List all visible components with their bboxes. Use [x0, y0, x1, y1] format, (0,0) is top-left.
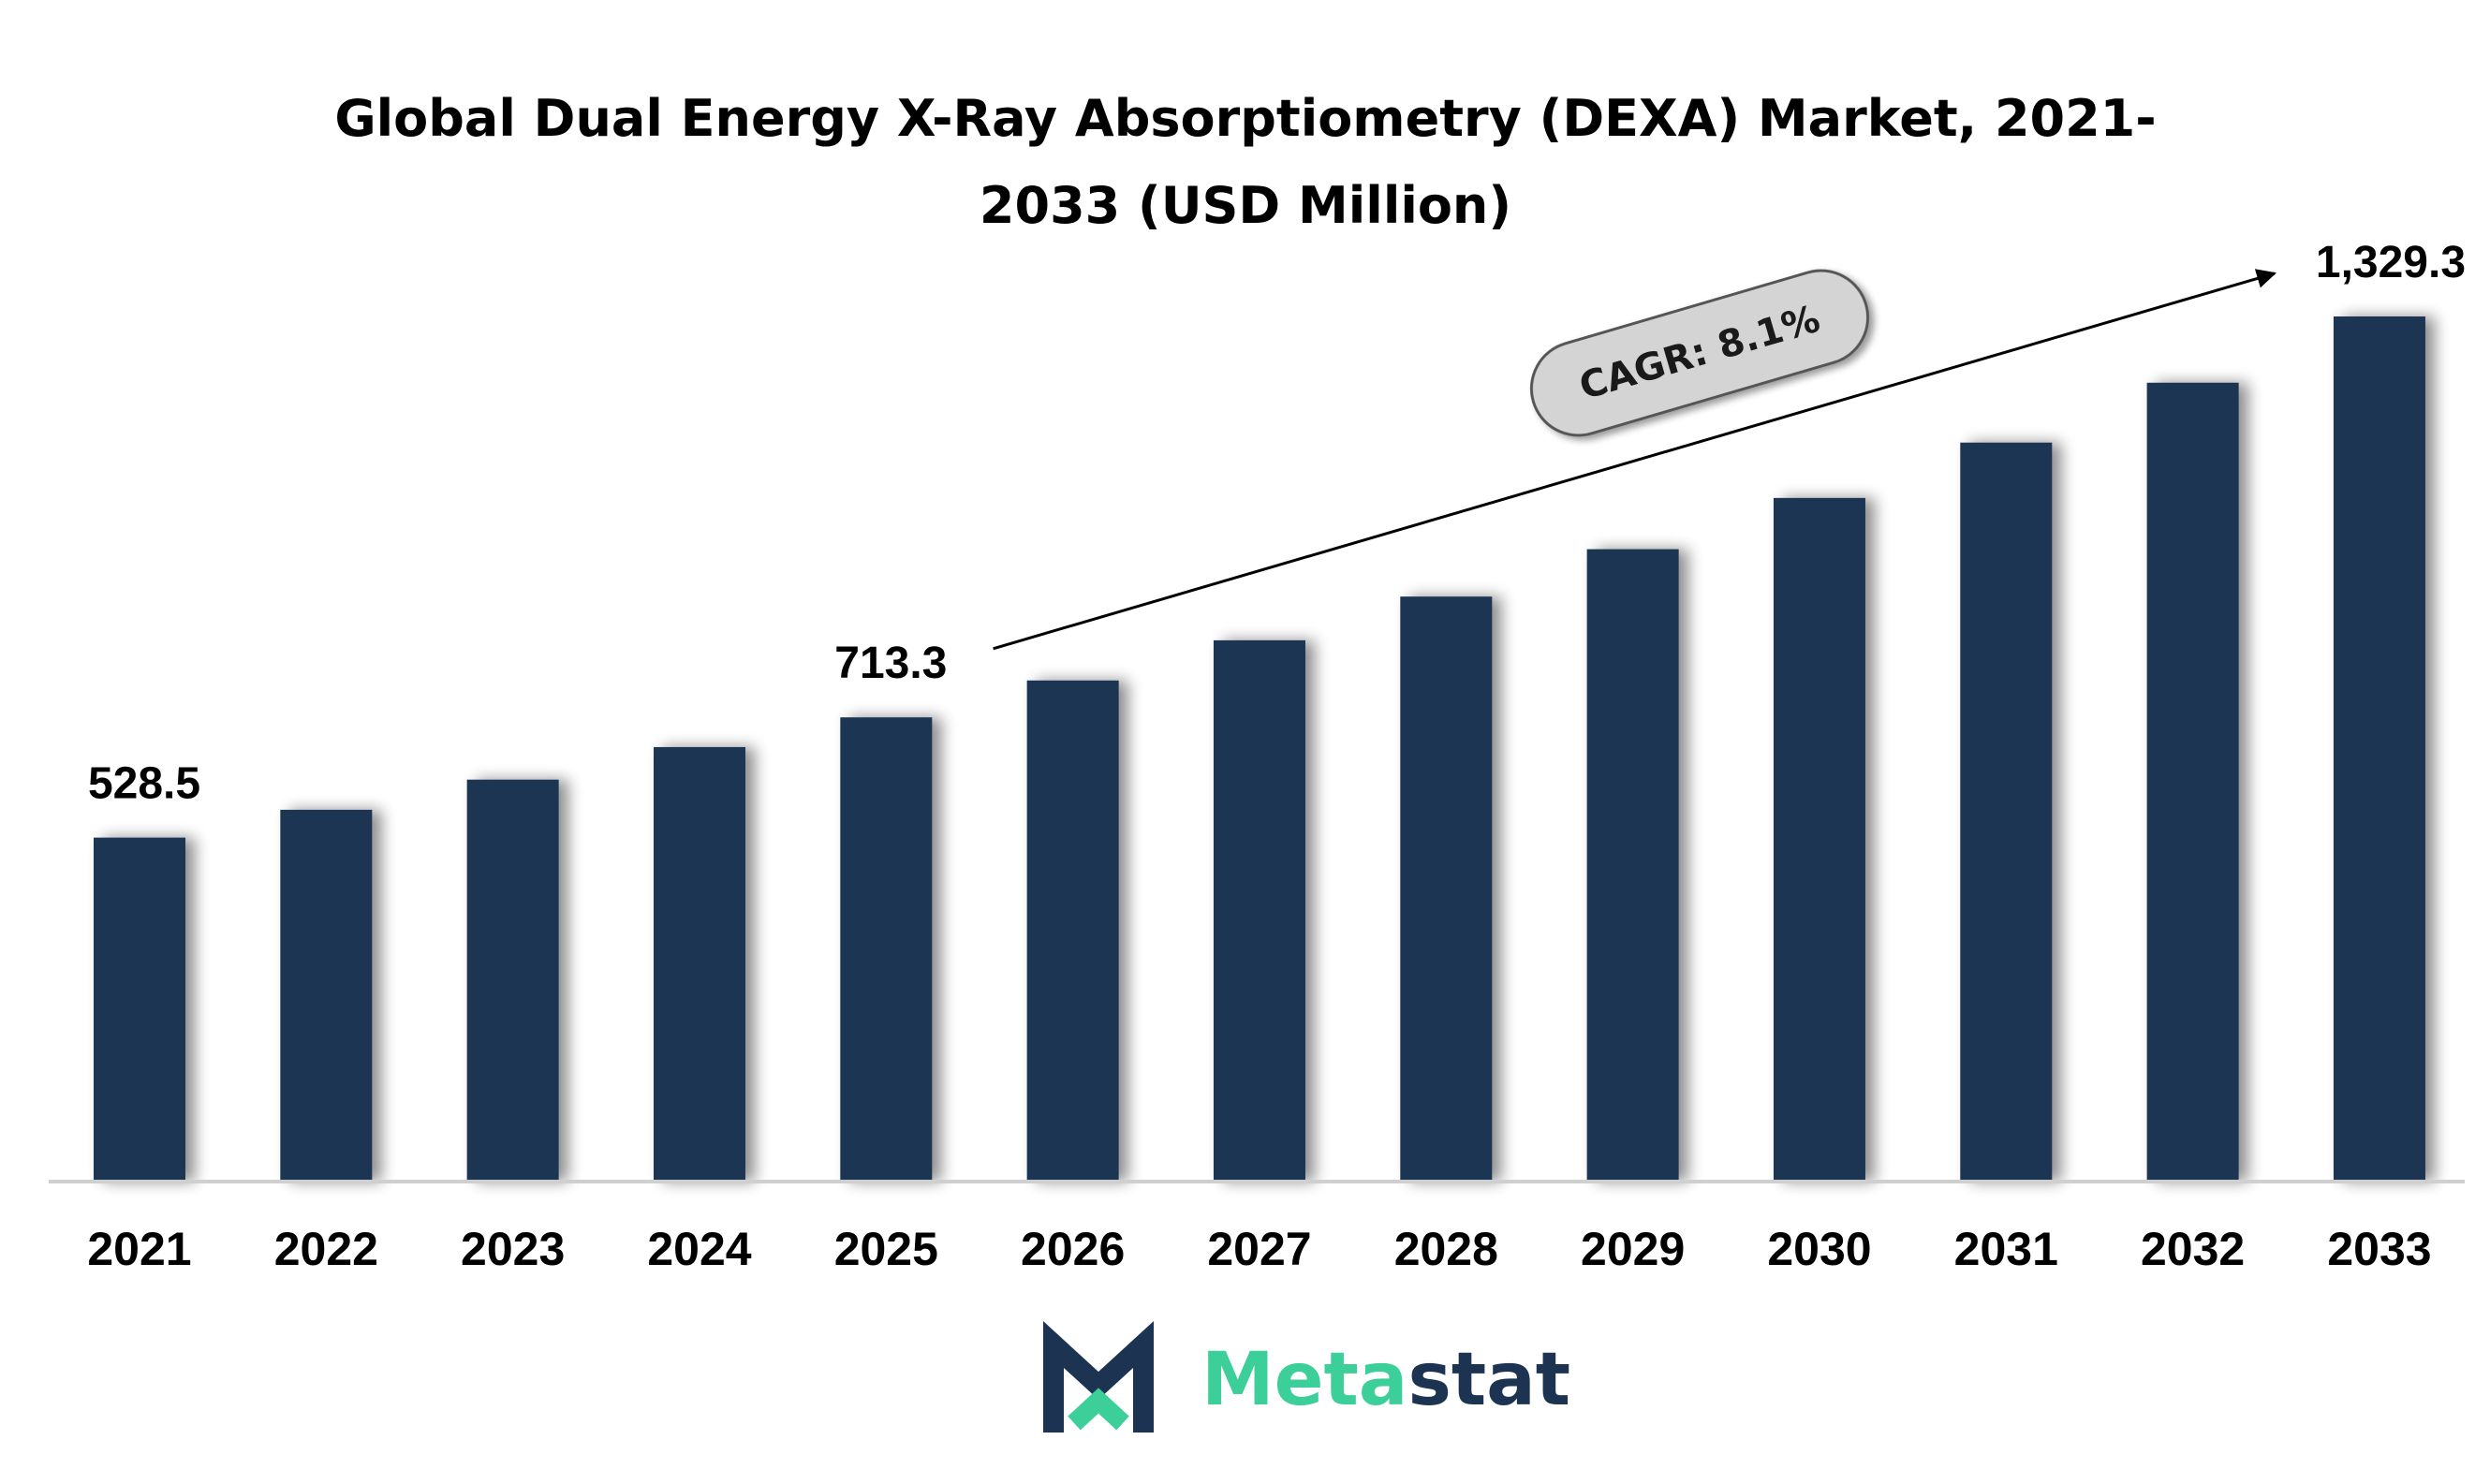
x-tick-label-2032: 2032 [2141, 1223, 2245, 1275]
cagr-badge: CAGR: 8.1% [1529, 269, 1870, 437]
x-tick-label-2021: 2021 [87, 1223, 191, 1275]
chart-title-line-2: 2033 (USD Million) [980, 176, 1511, 235]
x-tick-label-2031: 2031 [1954, 1223, 2058, 1275]
bar-2024 [653, 746, 745, 1182]
chart-title-line-1: Global Dual Energy X-Ray Absorptiometry … [334, 89, 2156, 148]
metastat-logo: Metastat [1043, 1320, 1570, 1433]
x-axis-tick-labels: 2021 2022 2023 2024 2025 2026 2027 2028 2029 2030… [87, 1223, 2431, 1275]
cagr-arrow [993, 269, 2276, 651]
x-tick-label-2023: 2023 [461, 1223, 565, 1275]
x-tick-label-2030: 2030 [1767, 1223, 1871, 1275]
bar-2029 [1586, 549, 1679, 1182]
chart-title: Global Dual Energy X-Ray Absorptiometry … [334, 89, 2156, 235]
x-tick-label-2025: 2025 [834, 1223, 938, 1275]
bar-2030 [1773, 497, 1865, 1182]
bar-2027 [1213, 639, 1305, 1182]
x-tick-label-2024: 2024 [647, 1223, 751, 1275]
x-tick-label-2028: 2028 [1394, 1223, 1498, 1275]
x-tick-label-2029: 2029 [1581, 1223, 1685, 1275]
data-label-2025: 713.3 [834, 639, 947, 688]
data-label-2033: 1,329.3 [2316, 238, 2466, 287]
bar-2022 [280, 809, 373, 1182]
bar-2021 [94, 837, 185, 1182]
bar-2033 [2333, 316, 2425, 1182]
logo-wordmark-stat: stat [1407, 1338, 1570, 1422]
bar-2025 [840, 717, 933, 1182]
bar-2028 [1400, 596, 1493, 1182]
bars [94, 316, 2425, 1182]
logo-wordmark-meta: Meta [1201, 1338, 1407, 1422]
data-label-2021: 528.5 [88, 759, 200, 809]
bar-2026 [1026, 680, 1119, 1182]
bar-2032 [2146, 382, 2239, 1182]
bar-2023 [466, 779, 559, 1182]
data-labels: 528.5 713.3 1,329.3 [88, 238, 2466, 809]
x-tick-label-2027: 2027 [1207, 1223, 1311, 1275]
metastat-m-icon [1043, 1320, 1154, 1433]
x-tick-label-2026: 2026 [1021, 1223, 1125, 1275]
logo-wordmark: Metastat [1201, 1338, 1570, 1422]
cagr-badge-background [1529, 269, 1870, 437]
x-tick-label-2033: 2033 [2327, 1223, 2431, 1275]
bar-2031 [1960, 442, 2053, 1182]
x-tick-label-2022: 2022 [274, 1223, 378, 1275]
